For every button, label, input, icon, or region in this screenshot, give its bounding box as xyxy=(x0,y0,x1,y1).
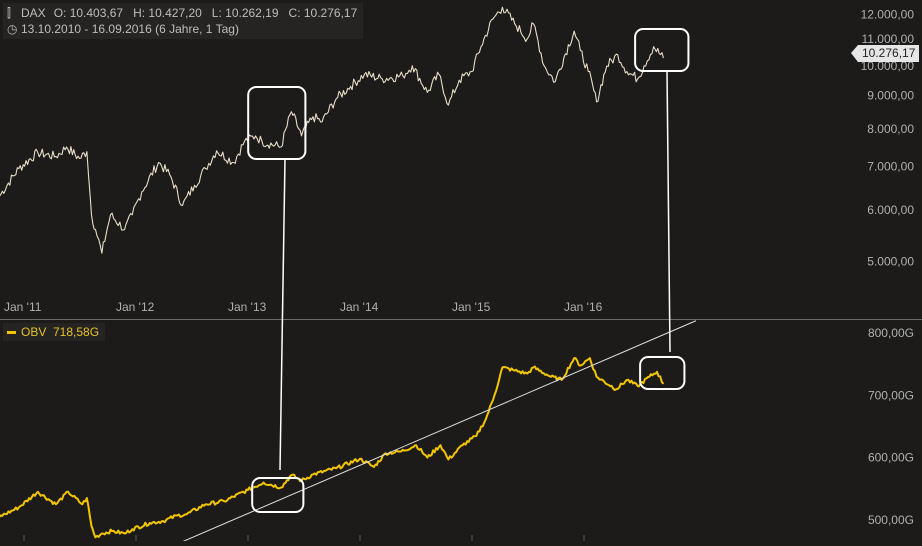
last-price-badge: 10.276,17 xyxy=(850,45,920,62)
price-y-tick-label: 7.000,00 xyxy=(867,159,914,173)
obv-y-tick-label: 500,00G xyxy=(868,513,914,527)
x-tick-label: Jan '15 xyxy=(452,300,491,314)
connector-line-2013 xyxy=(279,158,286,471)
price-highlight-box-2016 xyxy=(634,28,690,72)
x-tick-label: Jan '12 xyxy=(116,300,155,314)
obv-legend-text: OBV 718,58G xyxy=(21,325,100,339)
obv-support-trendline xyxy=(182,320,697,543)
obv-y-tick-label: 600,00G xyxy=(868,451,914,465)
price-y-tick-label: 5.000,00 xyxy=(867,255,914,269)
obv-swatch xyxy=(7,331,16,335)
obv-y-tick-label: 700,00G xyxy=(868,388,914,402)
connector-line-2016 xyxy=(666,70,671,353)
x-tick-label: Jan '11 xyxy=(4,300,42,314)
date-range: 13.10.2010 - 16.09.2016 (6 Jahre, 1 Tag) xyxy=(21,22,239,36)
clock-icon: ◷ xyxy=(7,22,18,36)
price-y-tick-label: 12.000,00 xyxy=(861,7,915,21)
price-y-tick-label: 9.000,00 xyxy=(867,89,914,103)
price-highlight-box-2013 xyxy=(247,86,307,160)
price-y-tick-label: 6.000,00 xyxy=(867,203,914,217)
obv-highlight-box-2016 xyxy=(639,356,686,390)
symbol-label: DAX xyxy=(21,6,46,20)
dax-price-line xyxy=(0,6,664,254)
chart-header: ⫿ DAX O: 10.403,67 H: 10.427,20 L: 10.262,… xyxy=(3,3,364,39)
price-y-tick-label: 10.000,00 xyxy=(861,59,915,73)
x-tick-label: Jan '13 xyxy=(228,300,267,314)
obv-line xyxy=(0,357,665,539)
obv-highlight-box-2013 xyxy=(251,477,305,513)
x-tick-label: Jan '14 xyxy=(340,300,379,314)
obv-y-tick-label: 800,00G xyxy=(868,326,914,340)
price-y-tick-label: 8.000,00 xyxy=(867,122,914,136)
x-tick-label: Jan '16 xyxy=(564,300,603,314)
candlestick-icon: ⫿ xyxy=(7,6,11,20)
price-y-tick-label: 11.000,00 xyxy=(862,32,915,46)
obv-legend: OBV 718,58G xyxy=(3,323,106,341)
ohlc-values: O: 10.403,67 H: 10.427,20 L: 10.262,19 C… xyxy=(53,6,358,20)
